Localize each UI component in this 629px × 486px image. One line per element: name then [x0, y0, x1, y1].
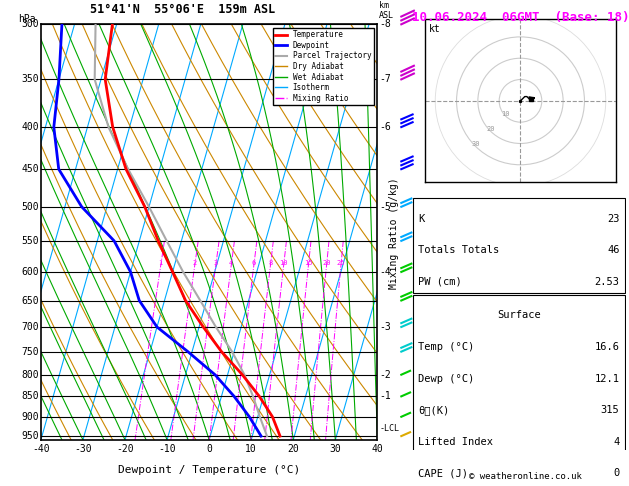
- Text: 450: 450: [21, 164, 39, 174]
- Text: -1: -1: [379, 391, 391, 401]
- Text: -30: -30: [74, 444, 92, 454]
- Text: 10: 10: [245, 444, 257, 454]
- Text: -20: -20: [116, 444, 134, 454]
- Text: hPa: hPa: [19, 14, 36, 24]
- Text: km
ASL: km ASL: [379, 1, 394, 20]
- Text: -7: -7: [379, 74, 391, 85]
- Text: Dewpoint / Temperature (°C): Dewpoint / Temperature (°C): [118, 465, 300, 475]
- Text: 51°41'N  55°06'E  159m ASL: 51°41'N 55°06'E 159m ASL: [89, 3, 275, 16]
- Text: © weatheronline.co.uk: © weatheronline.co.uk: [469, 472, 582, 481]
- Text: 315: 315: [601, 405, 620, 415]
- Text: 950: 950: [21, 431, 39, 441]
- Text: -40: -40: [32, 444, 50, 454]
- Text: Surface: Surface: [497, 311, 541, 320]
- Text: 1: 1: [159, 260, 163, 266]
- Text: Totals Totals: Totals Totals: [418, 245, 499, 255]
- Text: 800: 800: [21, 370, 39, 380]
- Text: K: K: [418, 214, 425, 224]
- Text: 650: 650: [21, 295, 39, 306]
- Text: 23: 23: [607, 214, 620, 224]
- Text: -4: -4: [379, 267, 391, 277]
- Text: 30: 30: [330, 444, 341, 454]
- Text: 20: 20: [287, 444, 299, 454]
- Text: Mixing Ratio (g/kg): Mixing Ratio (g/kg): [389, 177, 399, 289]
- Text: 16.6: 16.6: [594, 342, 620, 352]
- Text: 550: 550: [21, 236, 39, 246]
- Text: 0: 0: [613, 469, 620, 478]
- Text: -6: -6: [379, 122, 391, 132]
- Text: 300: 300: [21, 19, 39, 29]
- Text: CAPE (J): CAPE (J): [418, 469, 469, 478]
- Text: 600: 600: [21, 267, 39, 277]
- Text: 2: 2: [192, 260, 197, 266]
- Text: 8: 8: [268, 260, 272, 266]
- Text: 10: 10: [279, 260, 288, 266]
- Text: Dewp (°C): Dewp (°C): [418, 374, 475, 383]
- Text: 3: 3: [214, 260, 218, 266]
- Text: 10: 10: [501, 111, 510, 117]
- Text: 10.06.2024  06GMT  (Base: 18): 10.06.2024 06GMT (Base: 18): [412, 11, 629, 24]
- Text: θᴄ(K): θᴄ(K): [418, 405, 450, 415]
- Text: 25: 25: [337, 260, 345, 266]
- Legend: Temperature, Dewpoint, Parcel Trajectory, Dry Adiabat, Wet Adiabat, Isotherm, Mi: Temperature, Dewpoint, Parcel Trajectory…: [273, 28, 374, 105]
- Text: 30: 30: [472, 140, 480, 147]
- Text: 15: 15: [304, 260, 313, 266]
- Text: 850: 850: [21, 391, 39, 401]
- Text: Temp (°C): Temp (°C): [418, 342, 475, 352]
- Text: 12.1: 12.1: [594, 374, 620, 383]
- Text: 400: 400: [21, 122, 39, 132]
- Bar: [413, 198, 625, 293]
- Text: 20: 20: [486, 126, 495, 132]
- Text: 350: 350: [21, 74, 39, 85]
- Text: 500: 500: [21, 202, 39, 212]
- Text: 4: 4: [613, 437, 620, 447]
- Text: 20: 20: [322, 260, 331, 266]
- Text: -5: -5: [379, 202, 391, 212]
- Text: kt: kt: [428, 24, 440, 35]
- Text: -3: -3: [379, 322, 391, 332]
- Text: -2: -2: [379, 370, 391, 380]
- Text: 4: 4: [229, 260, 233, 266]
- Text: -10: -10: [159, 444, 176, 454]
- Bar: [413, 295, 625, 486]
- Text: -LCL: -LCL: [379, 424, 399, 433]
- Text: 2.53: 2.53: [594, 277, 620, 287]
- Text: 700: 700: [21, 322, 39, 332]
- Text: PW (cm): PW (cm): [418, 277, 462, 287]
- Text: 46: 46: [607, 245, 620, 255]
- Text: -8: -8: [379, 19, 391, 29]
- Text: 40: 40: [372, 444, 383, 454]
- Text: 900: 900: [21, 412, 39, 422]
- Text: 6: 6: [252, 260, 256, 266]
- Text: 750: 750: [21, 347, 39, 357]
- Text: 0: 0: [206, 444, 212, 454]
- Text: Lifted Index: Lifted Index: [418, 437, 493, 447]
